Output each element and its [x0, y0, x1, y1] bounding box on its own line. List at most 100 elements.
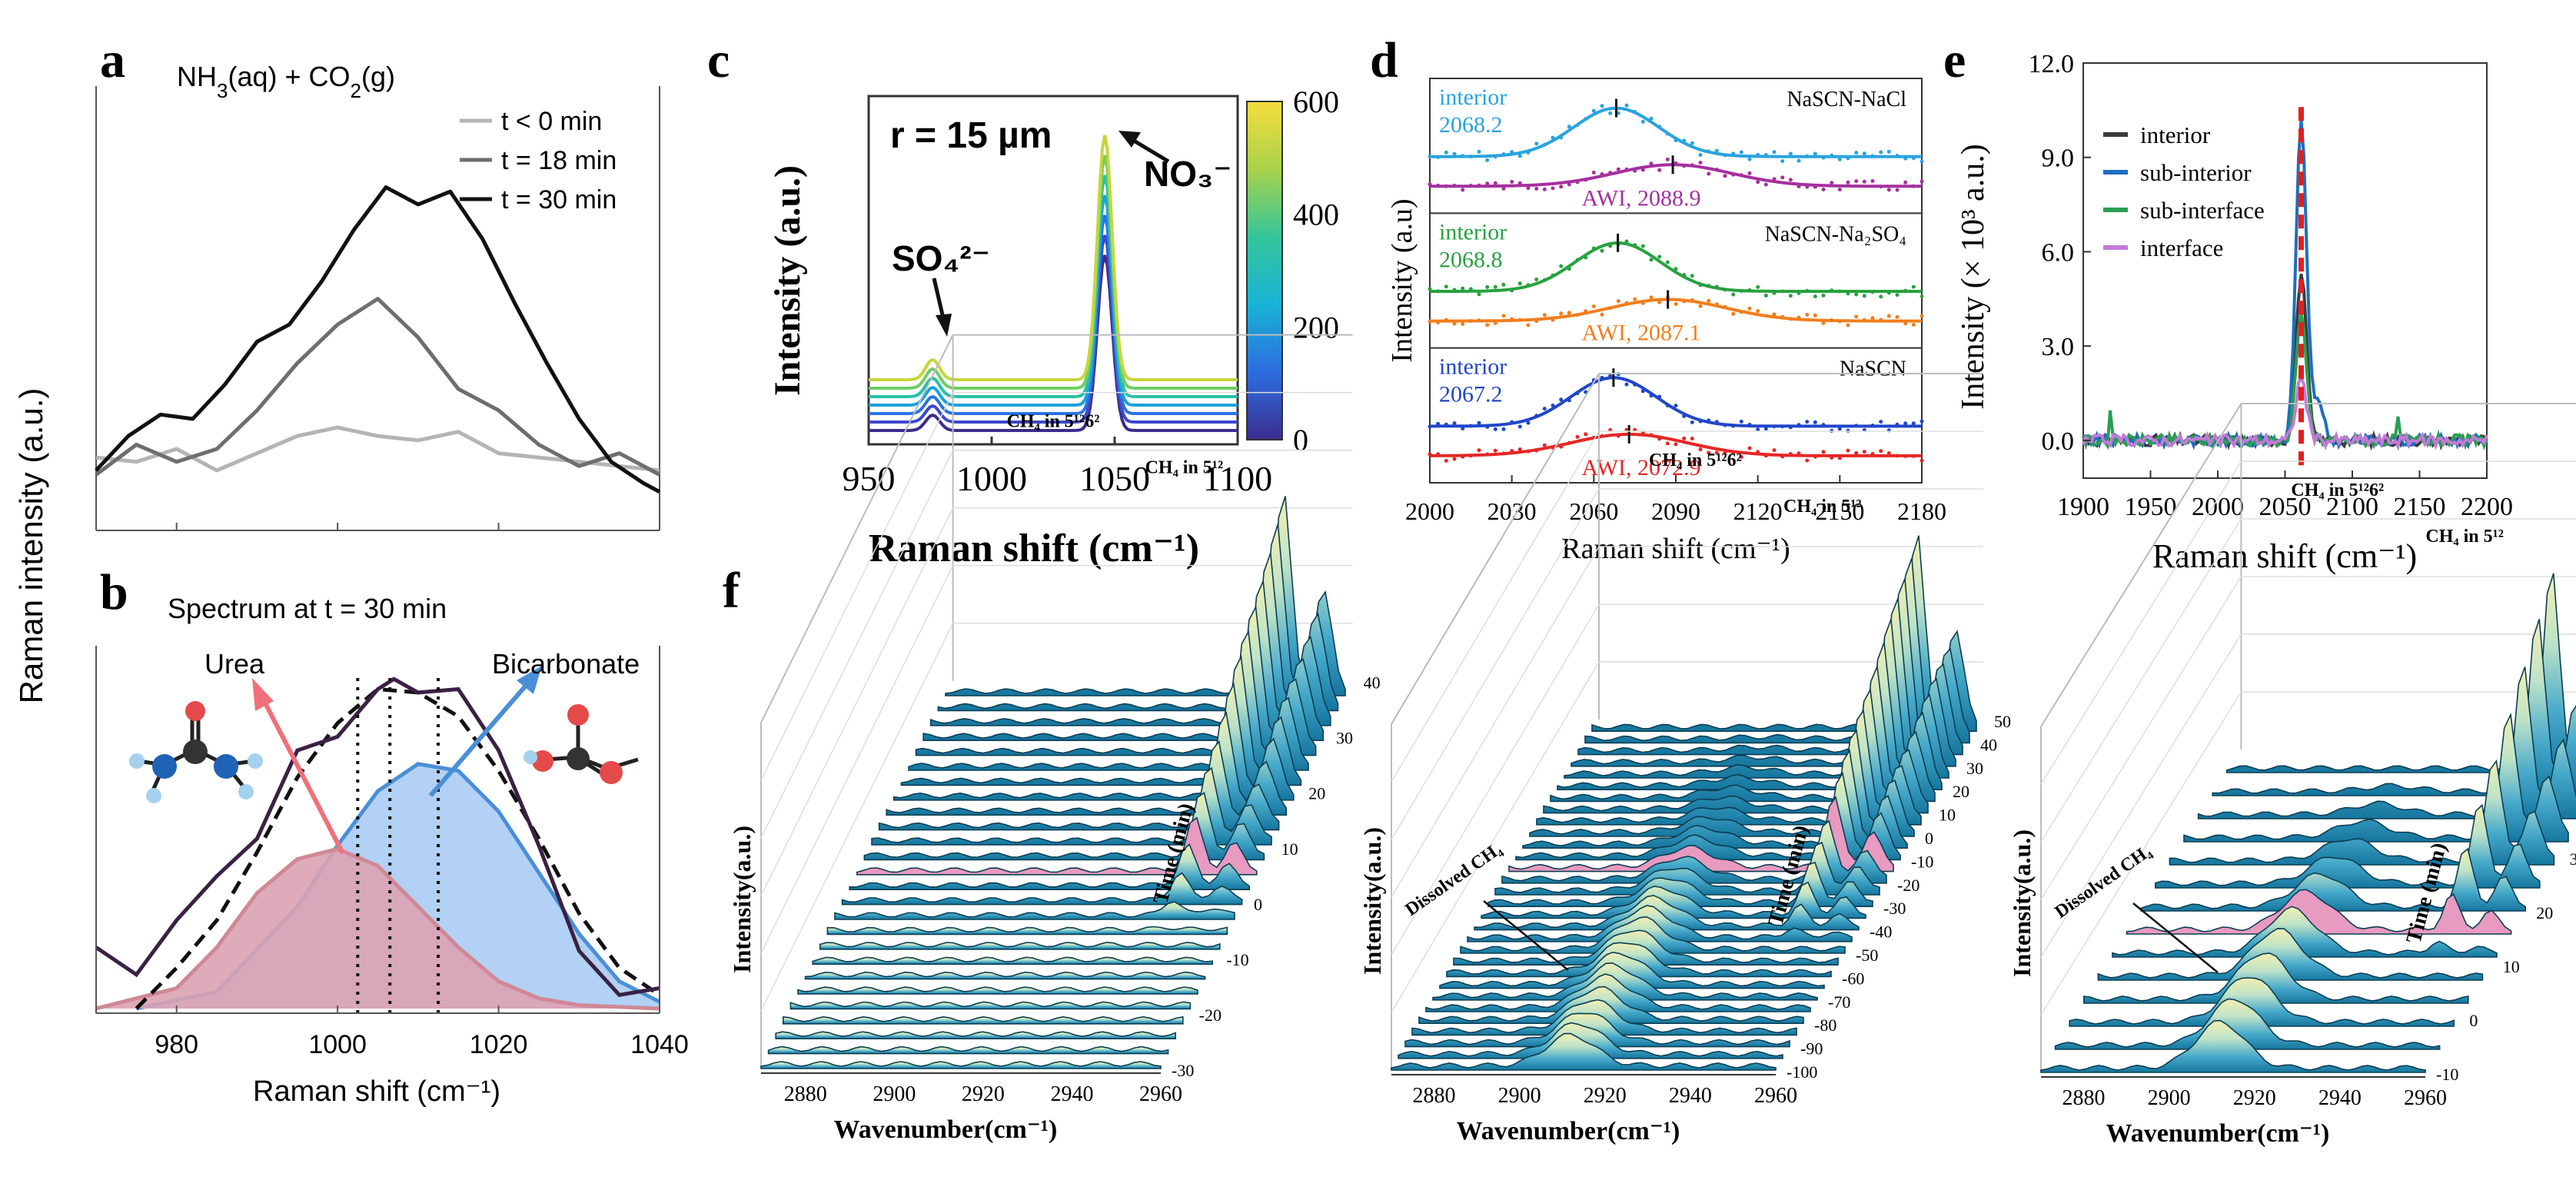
- data-point: [1501, 186, 1506, 191]
- y-tick-label: 6.0: [2042, 238, 2075, 267]
- time-tick-label: 20: [1953, 782, 1969, 801]
- data-point: [1772, 312, 1777, 317]
- y-axis-label: Intensity(a.u.): [2008, 829, 2036, 977]
- x-tick-label: 2200: [2461, 493, 2513, 521]
- ridge-slice: [826, 926, 1228, 936]
- time-tick-label: 50: [1994, 712, 2011, 731]
- spectrum-curve: [869, 254, 1238, 432]
- ridge-slice: [1432, 962, 1818, 1001]
- data-point: [1551, 186, 1555, 191]
- grid-line: [1391, 661, 1600, 1013]
- ch4-small-cage-label: CH₄ in 5¹²: [1145, 458, 1224, 478]
- panel-letter-c: c: [707, 32, 730, 88]
- interior-value: 2068.8: [1439, 247, 1503, 272]
- wall-edge: [1391, 373, 1600, 725]
- grid-line: [2040, 633, 2242, 958]
- x-tick-label: 1000: [308, 1030, 367, 1059]
- x-tick-label: 2940: [1669, 1084, 1712, 1108]
- legend-label: sub-interface: [2140, 197, 2265, 224]
- data-point: [1633, 297, 1637, 301]
- grid-line: [1391, 488, 1600, 840]
- ridge-slice: [2126, 889, 2512, 935]
- chart-title: NH3(aq) + CO2(g): [177, 61, 395, 102]
- time-tick-label: 0: [1254, 895, 1262, 914]
- x-axis-label: Raman shift (cm⁻¹): [1561, 533, 1790, 565]
- x-tick-label: 2920: [962, 1082, 1005, 1106]
- ridge-subplot: 2880 2900 2920 2940 2960 Wavenumber(cm⁻¹) Inte…: [1358, 373, 2011, 1145]
- time-tick-label: 10: [1281, 839, 1298, 859]
- time-tick-label: 30: [2570, 849, 2576, 869]
- ridge-slice: [819, 942, 1221, 950]
- data-point: [1731, 311, 1736, 316]
- data-point: [1444, 150, 1448, 155]
- data-point: [1517, 154, 1522, 158]
- grid-line: [2040, 518, 2242, 843]
- data-point: [1870, 316, 1875, 321]
- colorbar-tick-label: 0: [1293, 423, 1308, 457]
- data-point: [1559, 264, 1564, 268]
- data-point: [1444, 284, 1448, 289]
- ridge-slice: [1481, 881, 1866, 919]
- data-point: [1870, 179, 1875, 183]
- data-point: [1510, 180, 1514, 184]
- urea-label: Urea: [204, 648, 265, 680]
- x-tick-label: 2000: [2192, 493, 2244, 521]
- data-point: [1707, 171, 1711, 176]
- data-point: [1879, 294, 1883, 299]
- data-point: [1707, 298, 1711, 303]
- data-point: [1575, 434, 1580, 439]
- data-point: [1567, 311, 1571, 315]
- data-point: [1756, 427, 1760, 432]
- ridge-slice: [856, 816, 1258, 876]
- y-tick-label: 0.0: [2042, 427, 2075, 456]
- grid-line: [2040, 691, 2242, 1015]
- data-point: [1485, 181, 1490, 186]
- ch4-small-cage-label: CH₄ in 5¹²: [2425, 527, 2504, 547]
- data-point: [1477, 149, 1481, 154]
- data-point: [1674, 404, 1678, 408]
- x-tick-label: 2900: [2148, 1086, 2191, 1110]
- ridge-slice: [1425, 973, 1811, 1012]
- panel-letter-d: d: [1370, 32, 1398, 88]
- awi-fit-curve: [1430, 297, 1922, 323]
- x-tick-label: 1020: [470, 1030, 528, 1059]
- data-point: [1805, 458, 1810, 463]
- ridge-slice: [863, 791, 1265, 861]
- data-point: [1517, 447, 1522, 451]
- time-tick-label: -90: [1800, 1039, 1823, 1059]
- x-tick-label: 2050: [2259, 493, 2312, 521]
- grid-line: [1391, 546, 1600, 898]
- data-point: [1854, 314, 1859, 319]
- data-point: [1780, 175, 1785, 180]
- spectrum-curve: [869, 194, 1238, 407]
- colorbar-tick-label: 600: [1293, 85, 1339, 119]
- data-point: [1567, 182, 1571, 187]
- data-point: [1657, 300, 1662, 304]
- data-point: [1526, 323, 1531, 327]
- ridge-subplot: 2880 2900 2920 2940 2960 Wavenumber(cm⁻¹) Inte…: [728, 334, 1381, 1144]
- ridge-slice: [1439, 951, 1825, 989]
- data-point: [1477, 420, 1481, 425]
- ridge-slice: [2097, 928, 2484, 981]
- nitrate-label: NO₃⁻: [1144, 154, 1232, 194]
- data-point: [1649, 258, 1654, 262]
- data-point: [1920, 458, 1924, 463]
- data-point: [1886, 149, 1891, 154]
- x-axis-label: Wavenumber(cm⁻¹): [1457, 1117, 1680, 1145]
- data-point: [1886, 451, 1891, 455]
- data-point: [1837, 157, 1842, 161]
- time-tick-label: -70: [1828, 992, 1850, 1012]
- area-fill: [96, 849, 660, 1009]
- grid-line: [760, 623, 954, 1012]
- x-tick-label: 2900: [1498, 1084, 1541, 1108]
- colorbar-tick-label: 400: [1293, 198, 1339, 232]
- time-tick-label: -40: [1870, 922, 1892, 942]
- data-point: [1747, 446, 1752, 450]
- data-point: [1665, 260, 1670, 264]
- legend-label: t = 18 min: [501, 146, 617, 175]
- data-point: [1649, 295, 1654, 300]
- spectrum-curve: [869, 234, 1238, 424]
- ridge-slice: [775, 1031, 1176, 1039]
- interior-fit-curve: [1430, 376, 1922, 428]
